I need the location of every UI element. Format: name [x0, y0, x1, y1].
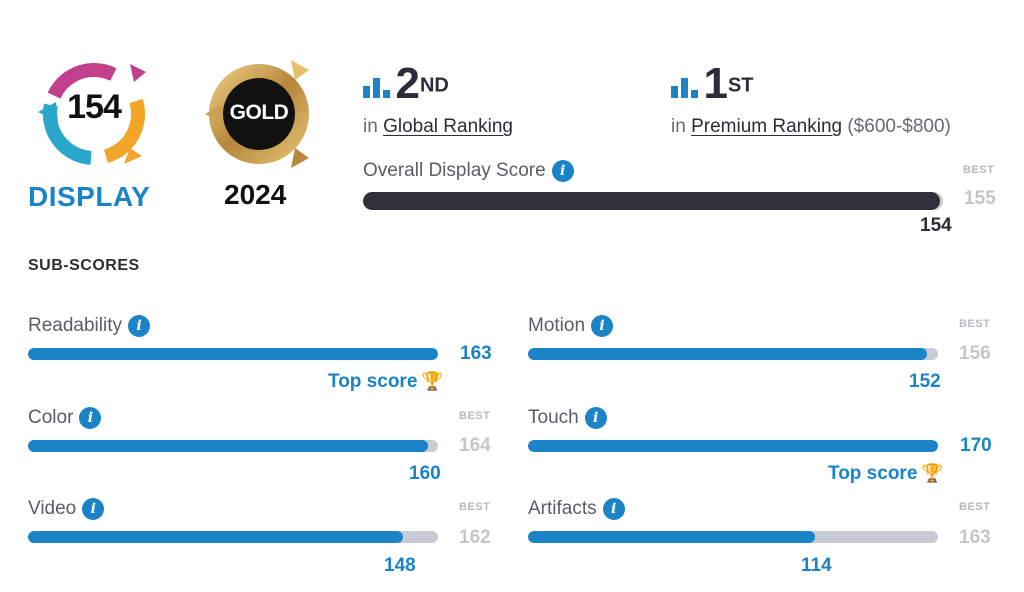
subscore-artifacts-label: Artifacts [528, 498, 597, 520]
subscore-touch-bar [528, 440, 938, 452]
subscore-color-value: 160 [409, 463, 441, 484]
subscore-color-label: Color [28, 407, 74, 429]
trophy-icon: 🏆 [921, 463, 944, 483]
subscore-touch-bar-fill [528, 440, 938, 452]
premium-rank-number: 1 [703, 59, 728, 108]
subscore-video-label: Video [28, 498, 77, 520]
subscore-touch-label: Touch [528, 407, 579, 429]
info-icon[interactable]: i [82, 498, 105, 520]
subscore-readability-label-row: Readability i [28, 315, 150, 337]
info-icon[interactable]: i [584, 407, 607, 429]
subscore-artifacts-best-value: 163 [959, 527, 991, 548]
overall-score-bar-fill [363, 192, 940, 210]
overall-score-value: 154 [920, 215, 952, 236]
global-ranking-caption: in Global Ranking [363, 116, 513, 138]
display-category-label: DISPLAY [28, 181, 151, 212]
overall-score-label: Overall Display Score [363, 160, 546, 182]
trophy-icon: 🏆 [421, 371, 444, 391]
subscore-artifacts-bar [528, 531, 938, 543]
global-rank-number: 2 [395, 59, 420, 108]
info-icon[interactable]: i [79, 407, 102, 429]
info-icon[interactable]: i [551, 160, 574, 182]
premium-ranking-caption: in Premium Ranking ($600-$800) [671, 116, 951, 138]
info-icon[interactable]: i [602, 498, 625, 520]
top-score-label: Top score [328, 371, 418, 392]
subscore-artifacts-bar-fill [528, 531, 815, 543]
subscore-motion-value: 152 [909, 371, 941, 392]
premium-ranking-prefix: in [671, 116, 686, 137]
subscore-motion-bar-fill [528, 348, 928, 360]
subscore-readability-value: 163 [460, 343, 492, 364]
premium-ranking-block: 1ST [671, 62, 754, 106]
premium-rank-suffix: ST [727, 74, 754, 97]
bar-chart-icon [363, 78, 390, 98]
overall-best-label: BEST [963, 164, 995, 176]
subscore-readability-top-score: Top score 🏆 [328, 371, 444, 393]
info-icon[interactable]: i [591, 315, 614, 337]
bar-chart-icon [671, 78, 698, 98]
subscore-motion-best-value: 156 [959, 343, 991, 364]
subscore-readability-bar [28, 348, 438, 360]
subscore-video-label-row: Video i [28, 498, 105, 520]
gold-award-label: GOLD [229, 101, 289, 124]
top-score-label: Top score [828, 463, 918, 484]
subscore-touch-value: 170 [960, 435, 992, 456]
subscore-readability-bar-fill [28, 348, 438, 360]
subscore-artifacts-best-label: BEST [959, 501, 991, 513]
subscore-color-best-label: BEST [459, 410, 491, 422]
subscore-video-best-value: 162 [459, 527, 491, 548]
overall-best-value: 155 [964, 188, 996, 209]
global-ranking-block: 2ND [363, 62, 449, 106]
subscore-motion-label-row: Motion i [528, 315, 614, 337]
subscore-motion-best-label: BEST [959, 318, 991, 330]
subscore-readability-label: Readability [28, 315, 122, 337]
subscore-artifacts-label-row: Artifacts i [528, 498, 625, 520]
subscore-video-bar [28, 531, 438, 543]
subscore-video-value: 148 [384, 555, 416, 576]
subscores-title: SUB-SCORES [28, 257, 140, 274]
subscore-touch-top-score: Top score 🏆 [828, 463, 944, 485]
subscore-color-best-value: 164 [459, 435, 491, 456]
subscore-motion-label: Motion [528, 315, 586, 337]
subscore-color-bar [28, 440, 438, 452]
subscore-video-bar-fill [28, 531, 403, 543]
info-icon[interactable]: i [128, 315, 150, 337]
score-ring-icon [38, 62, 146, 165]
award-year: 2024 [224, 179, 287, 210]
overall-score-label-row: Overall Display Score i [363, 160, 574, 182]
display-score-value: 154 [67, 88, 122, 126]
subscore-color-label-row: Color i [28, 407, 102, 429]
subscore-color-bar-fill [28, 440, 429, 452]
subscore-video-best-label: BEST [459, 501, 491, 513]
overall-score-bar [363, 192, 943, 210]
premium-ranking-link[interactable]: Premium Ranking [691, 116, 843, 137]
global-ranking-prefix: in [363, 116, 378, 137]
premium-ranking-price-range: ($600-$800) [847, 116, 951, 137]
subscore-artifacts-value: 114 [801, 555, 832, 576]
global-rank-suffix: ND [419, 74, 449, 97]
subscore-touch-label-row: Touch i [528, 407, 607, 429]
global-ranking-link[interactable]: Global Ranking [383, 116, 513, 137]
gold-award-badge-icon [205, 60, 309, 168]
subscore-motion-bar [528, 348, 938, 360]
